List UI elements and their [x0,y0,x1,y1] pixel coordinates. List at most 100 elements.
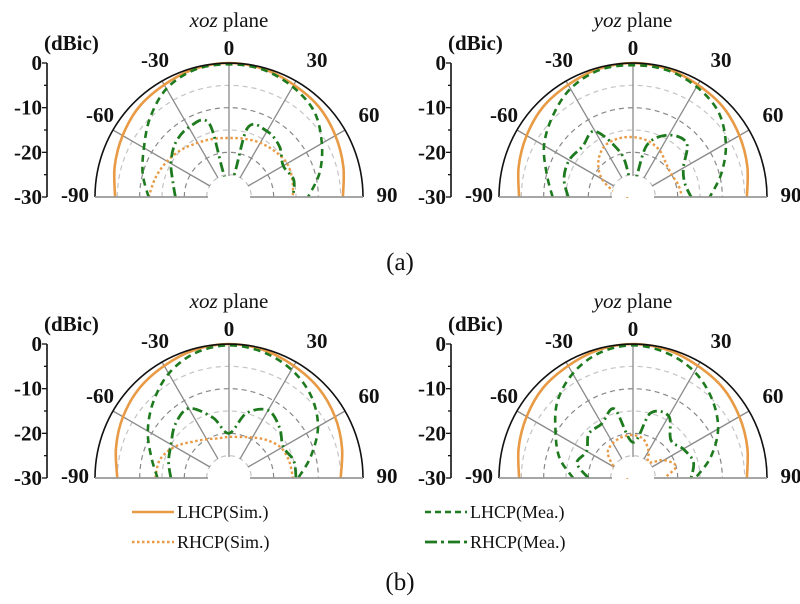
angle-tick-label: 90 [781,464,800,488]
series-lhcp-mea [542,63,728,198]
panel-title-italic: xoz [189,8,218,32]
grid-ring [161,129,297,198]
angle-tick-label: 30 [711,329,732,353]
grid-ring [543,107,723,198]
angle-tick-label: 30 [307,48,328,72]
radial-unit-label: (dBic) [448,31,503,55]
radial-tick-label: -30 [14,185,42,209]
angle-tick-label: 0 [224,317,235,341]
outer-arc [498,343,768,479]
panel-title-rest: plane [218,289,269,313]
panel-title-italic: yoz [592,8,622,32]
radial-tick-label: 0 [436,332,447,356]
grid-spoke [643,361,701,460]
legend-item: LHCP(Sim.) [132,502,269,523]
angle-tick-label: -60 [86,103,114,127]
radial-tick-label: -20 [14,421,42,445]
grid-spoke [112,129,211,187]
outer-arc [498,62,768,198]
panel-title-rest: plane [218,8,269,32]
grid-ring [543,388,723,479]
panel-title: yoz plane [592,8,673,32]
grid-spoke [247,129,346,187]
grid-ring [565,129,701,198]
series-lhcp-mea [146,343,320,479]
grid-spoke [112,410,211,468]
grid-spoke [516,129,615,187]
angle-tick-label: 0 [224,36,235,60]
angle-tick-label: 60 [763,384,784,408]
center-mask [208,176,250,197]
radial-tick-label: 0 [32,332,43,356]
legend-label: LHCP(Mea.) [470,502,564,523]
angle-tick-label: -90 [465,183,493,207]
radial-tick-label: -10 [14,377,42,401]
angle-tick-label: 90 [781,183,800,207]
legend-item: LHCP(Mea.) [425,502,564,523]
panel-title: yoz plane [592,289,673,313]
angle-tick-label: -60 [490,384,518,408]
polar-panel-1: xoz plane -90 -60 -30 0 30 60 90 0 -10 -20 -30 (dBic… [14,8,398,209]
angle-tick-label: -90 [61,464,89,488]
grid-spoke [651,129,750,187]
angle-tick-label: 30 [307,329,328,353]
grid-ring [139,388,319,479]
panel-title: xoz plane [189,289,269,313]
angle-tick-label: 60 [763,103,784,127]
grid-spoke [565,80,623,179]
angle-tick-label: -60 [490,103,518,127]
angle-tick-label: -90 [61,183,89,207]
radial-tick-label: -20 [418,140,446,164]
polar-panel-3: xoz plane -90 -60 -30 0 30 60 90 0 -10 -20 -30 (dBic… [14,289,398,490]
radial-unit-label: (dBic) [44,312,99,336]
angle-tick-label: -30 [545,329,573,353]
legend: LHCP(Sim.) RHCP(Sim.) LHCP(Mea.) RHCP(Mea.) [132,502,566,553]
outer-arc [94,343,364,479]
series-lhcp-mea [553,343,720,479]
legend-item: RHCP(Sim.) [132,532,270,553]
grid-ring [139,107,319,198]
grid-ring [206,455,252,479]
grid-spoke [239,80,297,179]
angle-tick-label: 60 [359,384,380,408]
grid-ring [183,432,275,479]
panel-title: xoz plane [189,8,269,32]
radial-tick-label: 0 [436,51,447,75]
series-rhcp-mea [575,407,696,479]
grid-ring [565,410,701,479]
angle-tick-label: 0 [628,317,639,341]
grid-ring [587,432,679,479]
angle-tick-label: 60 [359,103,380,127]
grid-ring [610,455,656,479]
series-rhcp-sim [147,136,295,198]
radial-tick-label: -10 [418,377,446,401]
angle-tick-label: -30 [141,48,169,72]
legend-label: RHCP(Sim.) [177,532,270,553]
angle-tick-label: -30 [545,48,573,72]
caption-a: (a) [386,249,414,276]
center-mask [612,176,654,197]
angle-tick-label: -30 [141,329,169,353]
radial-unit-label: (dBic) [44,31,99,55]
center-mask [208,457,250,478]
angle-tick-label: 90 [377,183,398,207]
grid-spoke [161,361,219,460]
grid-spoke [643,80,701,179]
angle-tick-label: 90 [377,464,398,488]
polar-panel-2: yoz plane -90 -60 -30 0 30 60 90 0 -10 -20 -30 (dBic… [418,8,800,209]
radial-tick-label: -10 [418,96,446,120]
panel-title-italic: yoz [592,289,622,313]
radial-tick-label: -30 [14,466,42,490]
legend-item: RHCP(Mea.) [425,532,566,553]
center-mask [612,457,654,478]
angle-tick-label: -60 [86,384,114,408]
angle-tick-label: 0 [628,36,639,60]
outer-arc [94,62,364,198]
radial-tick-label: -30 [418,466,446,490]
polar-panel-4: yoz plane -90 -60 -30 0 30 60 90 0 -10 -20 -30 (dBic… [418,289,800,490]
grid-ring [610,174,656,198]
grid-ring [206,174,252,198]
grid-spoke [516,410,615,468]
